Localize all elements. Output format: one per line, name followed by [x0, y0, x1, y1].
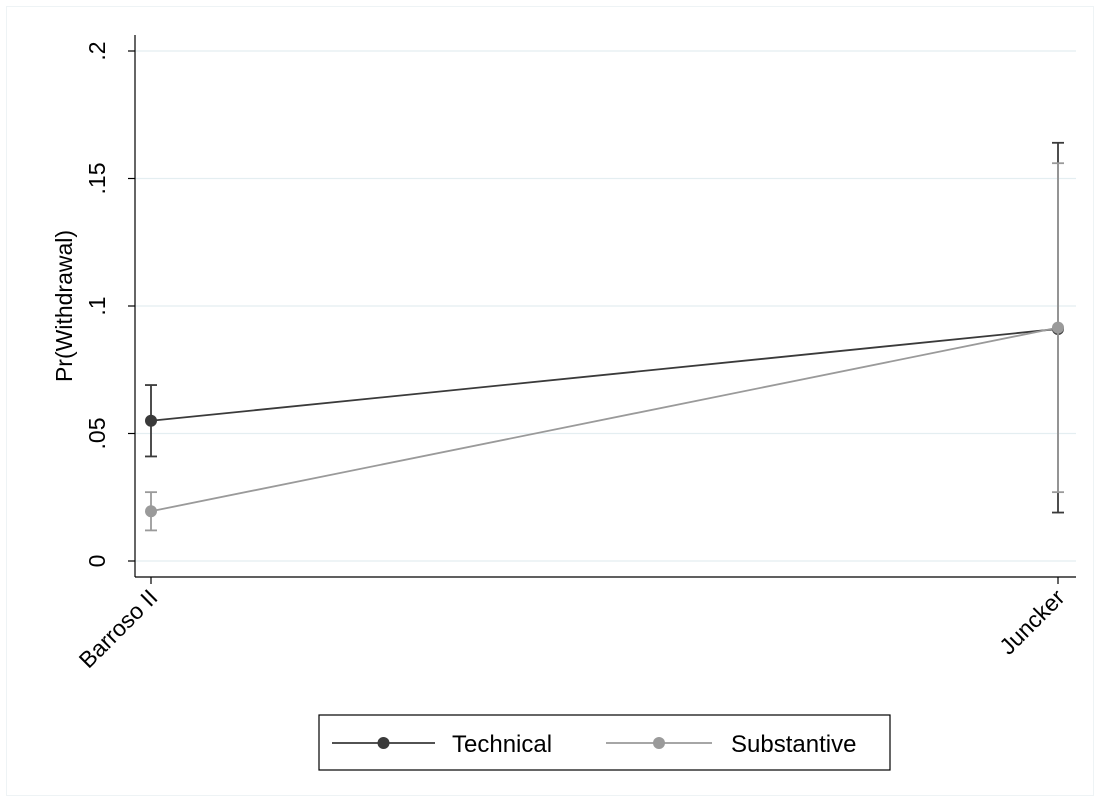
y-tick-label-3: .15: [84, 163, 110, 195]
legend-label-substantive: Substantive: [731, 731, 856, 758]
data-point-substantive-1: [1052, 321, 1064, 334]
gridlines: [135, 50, 1076, 562]
chart-frame: [6, 6, 1094, 796]
data-point-substantive-0: [145, 505, 157, 518]
series-line-substantive: [150, 326, 1059, 513]
series: [145, 141, 1064, 532]
x-ticks: Barroso II Juncker: [74, 577, 1070, 673]
data-point-technical-0: [145, 414, 157, 427]
legend-marker-substantive: [653, 737, 665, 749]
y-tick-label-2: .1: [84, 296, 110, 315]
legend-item-technical: Technical: [332, 731, 552, 758]
y-axis-title: Pr(Withdrawal): [51, 230, 77, 382]
series-substantive: [145, 162, 1064, 532]
legend-label-technical: Technical: [452, 731, 552, 758]
series-line-technical: [150, 328, 1059, 422]
x-tick-label-1: Juncker: [994, 584, 1070, 660]
y-tick-label-0: 0: [84, 555, 110, 568]
legend-item-substantive: Substantive: [606, 731, 856, 758]
series-technical: [145, 141, 1064, 514]
x-tick-label-0: Barroso II: [74, 584, 163, 673]
y-tick-label-1: .05: [84, 418, 110, 450]
y-tick-label-4: .2: [84, 41, 110, 60]
y-ticks: 0 .05 .1 .15 .2: [84, 41, 135, 567]
legend-marker-technical: [377, 737, 390, 749]
legend: Technical Substantive: [318, 714, 891, 771]
